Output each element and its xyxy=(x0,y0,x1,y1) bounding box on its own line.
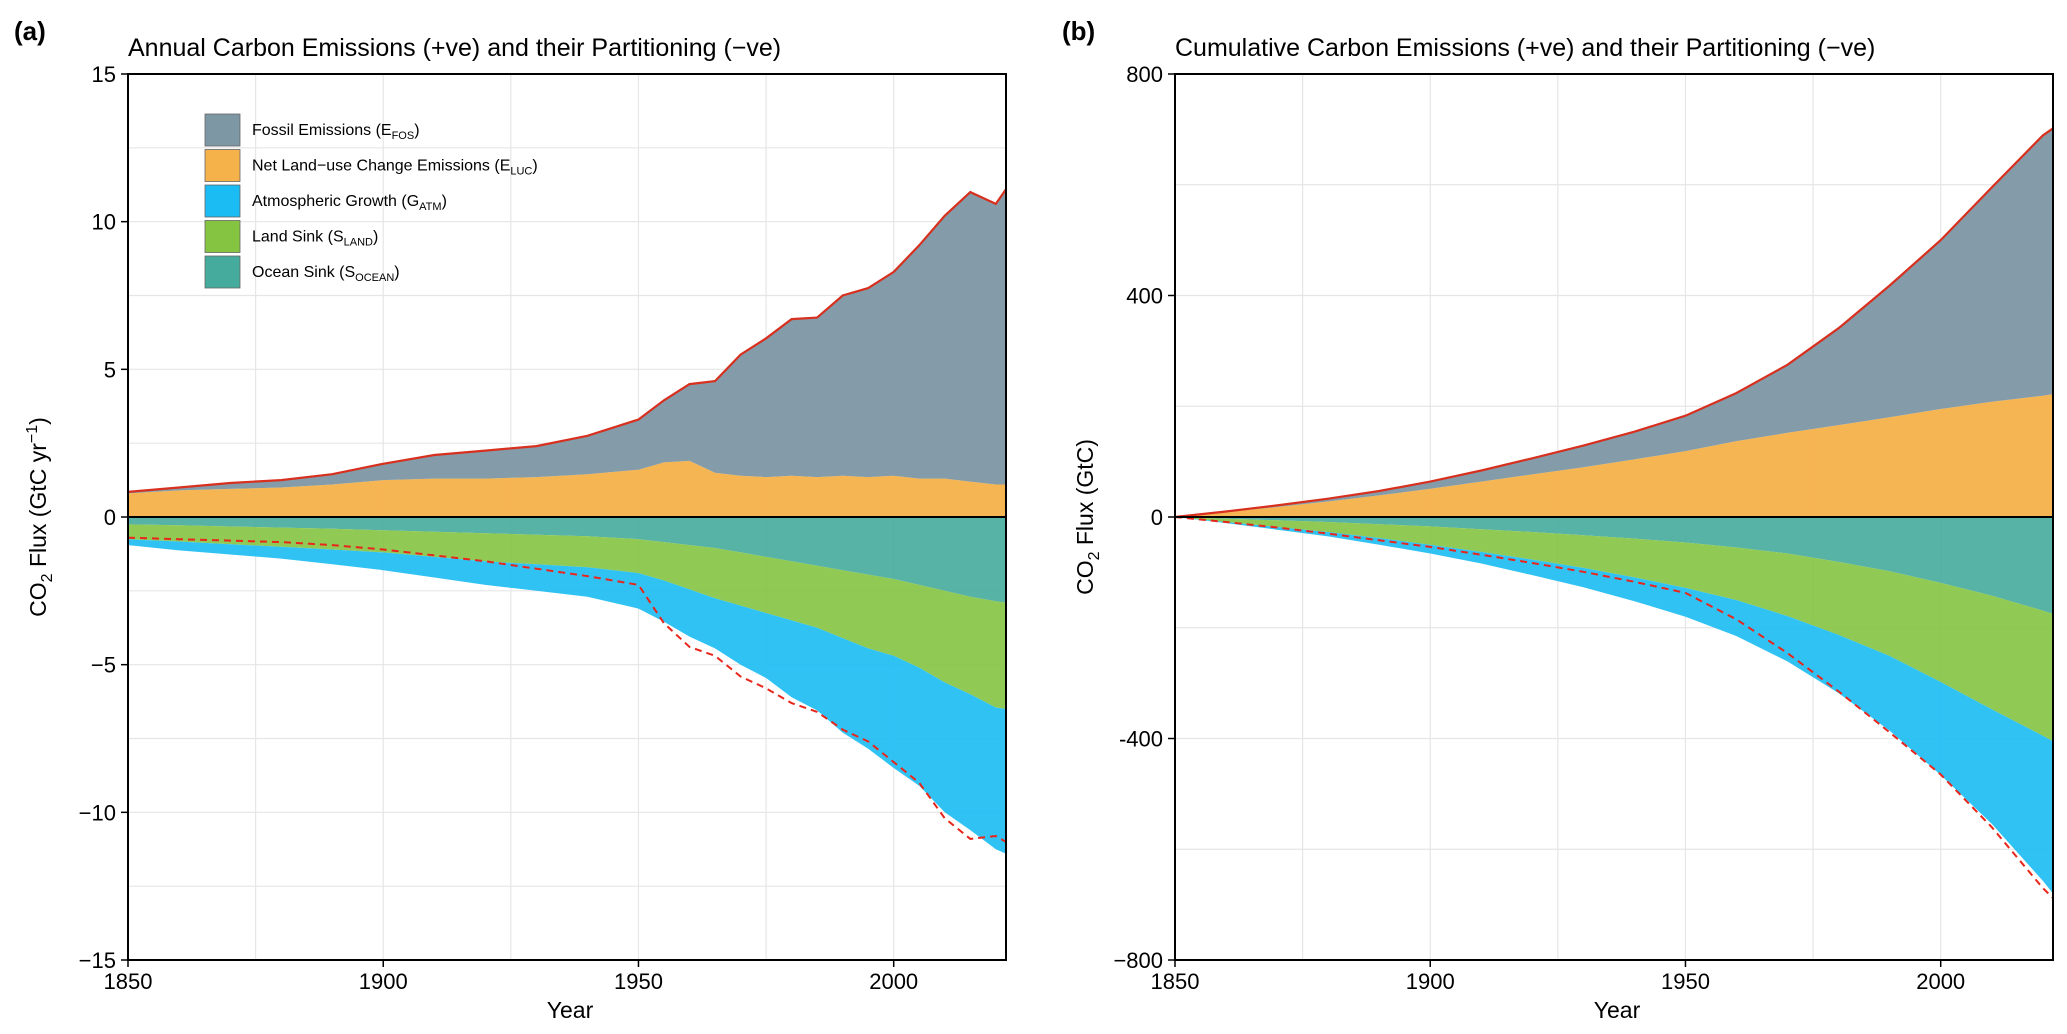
panel-b-xtick-label: 1900 xyxy=(1406,969,1455,994)
legend-swatch-atm xyxy=(204,184,241,218)
legend-swatch-fossil xyxy=(204,113,241,147)
legend-label-main: Land Sink (S xyxy=(252,229,344,246)
legend-label-fossil: Fossil Emissions (EFOS) xyxy=(252,122,420,142)
panel-a-area-ocean xyxy=(128,517,1006,603)
legend-label-sub: OCEAN xyxy=(355,272,394,284)
panel-a-area-land xyxy=(128,524,1006,709)
panel-b-xtick-label: 1950 xyxy=(1661,969,1710,994)
panel-b-ytick-label: 800 xyxy=(1126,62,1163,87)
panel-a-label: (a) xyxy=(14,16,46,46)
panel-a-areas xyxy=(128,189,1006,854)
panel-a-ytick-label: −15 xyxy=(79,948,116,973)
panel-a-ytick-label: 10 xyxy=(92,210,116,235)
legend-swatch-luc xyxy=(204,149,241,182)
panel-a-area-fossil xyxy=(128,189,1006,494)
panel-a-ytick-label: 0 xyxy=(104,505,116,530)
panel-b-area-fossil xyxy=(1175,128,2053,518)
panel-b-xlabel: Year xyxy=(1594,997,1641,1023)
legend-label-main: Ocean Sink (S xyxy=(252,264,355,281)
legend-label-end: ) xyxy=(414,122,419,139)
panel-b-partition-line xyxy=(1174,516,2054,899)
legend-swatch-land xyxy=(204,220,241,253)
panel-a-ytick-label: 15 xyxy=(92,62,116,87)
panel-a-ylabel-text: CO2 Flux (GtC yr−1) xyxy=(24,417,56,617)
panel-b-ytick-label: 0 xyxy=(1151,505,1163,530)
panel-b-ylabel: CO2 Flux (GtC) xyxy=(1072,439,1103,595)
panel-a-ylabel-sup: −1 xyxy=(24,425,41,443)
panel-b-ytick-label: -400 xyxy=(1119,727,1163,752)
legend-label-main: Fossil Emissions (E xyxy=(252,122,392,139)
panel-b-areas xyxy=(1175,128,2053,894)
panel-a-ylabel: CO2 Flux (GtC yr−1) xyxy=(24,417,56,617)
panel-b-total-emissions-line xyxy=(1174,127,2054,519)
panel-a-ytick-label: −5 xyxy=(91,653,116,678)
panel-a-area-luc xyxy=(128,460,1006,517)
panel-b-area-ocean xyxy=(1175,517,2053,614)
legend-label-end: ) xyxy=(532,158,537,175)
panel-b-xtick-label: 2000 xyxy=(1916,969,1965,994)
panel-a-area-atm xyxy=(128,539,1006,854)
panel-b-ytick-label: −800 xyxy=(1113,948,1163,973)
panel-b-ylabel-sub: 2 xyxy=(1086,551,1103,560)
legend-label-sub: LAND xyxy=(344,237,373,249)
panel-a-ytick-label: −10 xyxy=(79,800,116,825)
legend-label-atm: Atmospheric Growth (GATM) xyxy=(252,193,447,213)
panel-b-label: (b) xyxy=(1062,16,1095,46)
panel-a-ytick-label: 5 xyxy=(104,357,116,382)
legend-label-sub: LUC xyxy=(510,166,532,178)
panel-a-ylabel-suffix: ) xyxy=(25,417,51,425)
legend-label-sub: FOS xyxy=(392,130,415,142)
legend-label-main: Atmospheric Growth (G xyxy=(252,193,419,210)
panel-b-area-atm xyxy=(1175,517,2053,894)
panel-a-xtick-label: 1850 xyxy=(104,969,153,994)
panel-a-ylabel-sub: 2 xyxy=(39,573,56,582)
legend-label-ocean: Ocean Sink (SOCEAN) xyxy=(252,264,400,284)
panel-b-title: Cumulative Carbon Emissions (+ve) and th… xyxy=(1175,34,1875,62)
legend-label-end: ) xyxy=(442,193,447,210)
panel-a-total-emissions-line xyxy=(127,188,1007,493)
panel-b-ylabel-prefix: CO xyxy=(1072,560,1098,595)
panel-a-title: Annual Carbon Emissions (+ve) and their … xyxy=(128,34,781,62)
panel-a-legend: Fossil Emissions (EFOS)Net Land−use Chan… xyxy=(204,113,538,289)
panel-b-ylabel-middle: Flux (GtC) xyxy=(1072,439,1098,551)
legend-label-main: Net Land−use Change Emissions (E xyxy=(252,158,510,175)
panel-a-plot: 1850 1900 1950 2000 −15 −10 −5 0 5 10 15 xyxy=(79,62,1007,994)
panel-b-ylabel-text: CO2 Flux (GtC) xyxy=(1072,439,1103,595)
legend-label-sub: ATM xyxy=(419,201,441,213)
panel-a-xlabel: Year xyxy=(547,997,594,1023)
panel-b-area-luc xyxy=(1175,394,2053,517)
panel-a-partition-line xyxy=(127,536,1007,843)
panel-a-xtick-label: 1900 xyxy=(359,969,408,994)
panel-b-ytick-label: 400 xyxy=(1126,284,1163,309)
panel-b-plot: 1850 1900 1950 2000 −800 -400 0 400 800 xyxy=(1113,62,2054,994)
panel-b-area-land xyxy=(1175,517,2053,742)
panel-a-ylabel-prefix: CO xyxy=(25,582,51,617)
legend-swatch-ocean xyxy=(204,255,241,289)
legend-label-luc: Net Land−use Change Emissions (ELUC) xyxy=(252,158,538,178)
panel-a-ylabel-middle: Flux (GtC yr xyxy=(25,443,51,574)
legend-label-land: Land Sink (SLAND) xyxy=(252,229,378,249)
legend-label-end: ) xyxy=(373,229,378,246)
panel-a-xtick-label: 2000 xyxy=(869,969,918,994)
panel-a-xtick-label: 1950 xyxy=(614,969,663,994)
panel-b-xtick-label: 1850 xyxy=(1151,969,1200,994)
legend-label-end: ) xyxy=(394,264,399,281)
